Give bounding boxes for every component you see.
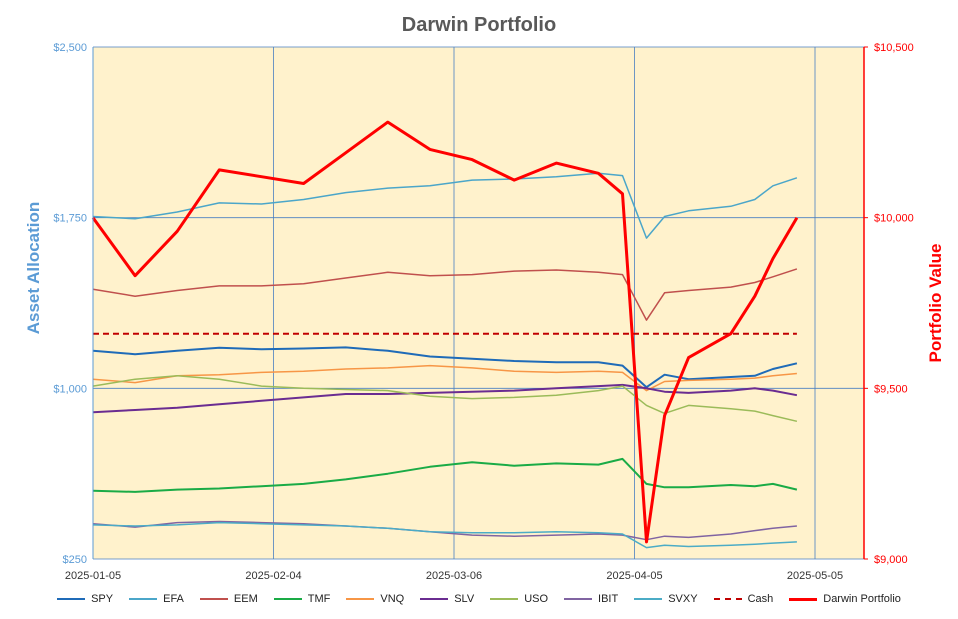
right-axis-ticks: $9,000 $9,500 $10,000 $10,500 [864,42,914,566]
legend-label: VNQ [380,593,405,605]
series-line-spy [92,346,798,389]
legend-label: IBIT [598,593,619,605]
legend-label: Darwin Portfolio [823,593,901,605]
legend-item-efa: EFA [129,593,184,605]
y2-axis-title: Portfolio Value [926,243,945,362]
series-line-slv [92,383,798,414]
legend-item-eem: EEM [199,593,258,605]
legend-swatch [129,598,158,600]
legend-label: SPY [91,593,114,605]
y-axis-title: Asset Allocation [24,202,43,335]
legend-swatch [564,598,593,600]
y2-tick-label: $10,500 [874,42,914,54]
x-tick-label: 2025-04-05 [606,570,662,582]
legend-label: SVXY [668,593,698,605]
series-line-ibit [92,520,797,541]
legend-item-uso: USO [490,593,548,605]
legend: SPY EFA EEM TMF VNQ SLV USO IBIT SVXY Cash Darwin … [0,593,958,605]
legend-swatch [273,598,302,600]
x-tick-label: 2025-01-05 [65,570,121,582]
legend-item-darwin-portfolio: Darwin Portfolio [789,593,901,605]
series-line-svxy [92,521,797,549]
legend-label: TMF [307,593,331,605]
legend-item-tmf: TMF [273,593,331,605]
x-tick-label: 2025-02-04 [245,570,301,582]
x-tick-label: 2025-05-05 [787,570,843,582]
legend-label: Cash [747,593,774,605]
legend-swatch [346,598,375,600]
legend-swatch [199,598,228,600]
legend-swatch [789,597,818,601]
y-tick-label: $2,500 [53,42,87,54]
legend-label: USO [524,593,549,605]
series-line-darwin-portfolio [91,120,799,544]
y2-tick-label: $9,000 [874,554,908,566]
legend-item-ibit: IBIT [564,593,618,605]
plot-area [93,47,864,559]
series-lines [91,120,799,549]
series-line-uso [92,375,798,423]
legend-swatch [490,598,519,600]
legend-swatch [713,598,742,600]
left-axis-ticks: $250 $1,000 $1,750 $2,500 [53,42,87,566]
y-tick-label: $1,750 [53,213,87,225]
legend-item-slv: SLV [420,593,474,605]
legend-swatch [420,598,449,600]
chart: Darwin Portfolio $250$1,000$1,750$2,500 … [24,14,945,582]
legend-label: SLV [454,593,475,605]
legend-item-vnq: VNQ [346,593,404,605]
series-line-eem [92,268,798,321]
y2-tick-label: $10,000 [874,213,914,225]
x-axis-ticks: 2025-01-05 2025-02-04 2025-03-06 2025-04-05… [65,570,843,582]
y-tick-label: $1,000 [53,383,87,395]
legend-swatch [57,598,86,600]
legend-item-cash: Cash [713,593,774,605]
y-tick-label: $250 [63,554,87,566]
legend-label: EEM [233,593,258,605]
x-tick-label: 2025-03-06 [426,570,482,582]
y2-tick-label: $9,500 [874,383,908,395]
chart-title: Darwin Portfolio [402,14,556,36]
legend-item-svxy: SVXY [634,593,698,605]
legend-label: EFA [163,593,184,605]
legend-swatch [634,598,663,600]
series-line-vnq [92,364,797,392]
series-line-tmf [92,457,798,493]
legend-item-spy: SPY [57,593,113,605]
